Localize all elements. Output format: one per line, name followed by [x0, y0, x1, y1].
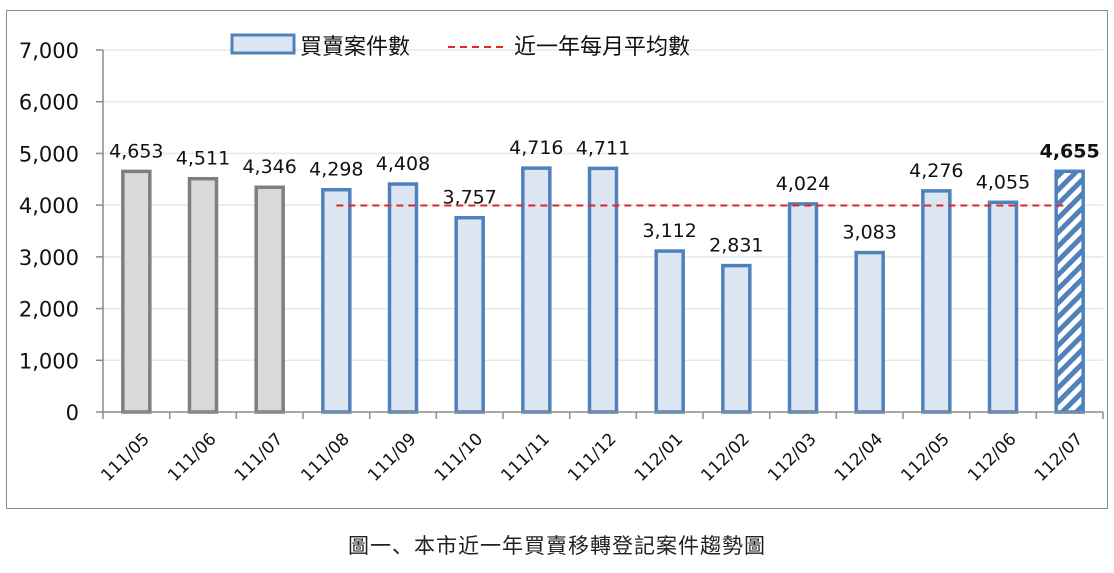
bar-value-label: 4,655 [1040, 140, 1100, 162]
y-tick-label: 0 [66, 401, 79, 425]
legend: 買賣案件數 近一年每月平均數 [230, 33, 690, 60]
x-tick-label: 112/07 [1031, 429, 1087, 485]
x-tick-label: 112/06 [964, 429, 1020, 485]
figure-caption: 圖一、本市近一年買賣移轉登記案件趨勢圖 [348, 534, 766, 558]
bar-value-label: 4,408 [376, 153, 430, 175]
chart-frame [6, 10, 1108, 509]
x-tick-label: 112/02 [697, 429, 753, 485]
x-tick-label: 111/05 [97, 429, 153, 485]
x-tick-label: 111/12 [564, 429, 620, 485]
y-tick-label: 3,000 [19, 246, 79, 270]
x-tick-label: 112/03 [764, 429, 820, 485]
bar-111/05 [121, 169, 152, 414]
bar-value-label: 4,716 [509, 137, 563, 159]
bar-111/06 [187, 176, 219, 414]
bar-chart: 0 1,000 2,000 3,000 4,000 5,000 6,000 7,000 4,6… [19, 33, 1104, 486]
bar-value-label: 4,024 [776, 173, 830, 195]
bar-112/07 [1054, 169, 1085, 414]
bars: 4,653 4,511 4,346 4,298 4,408 3,757 4,716 4,711… [109, 137, 1100, 414]
bar-112/01 [654, 249, 685, 414]
bar-value-label: 3,757 [442, 187, 496, 209]
bar-value-label: 4,276 [909, 160, 963, 182]
x-tick-label: 111/08 [297, 429, 353, 485]
bar-111/07 [254, 185, 285, 414]
y-tick-label: 6,000 [19, 91, 79, 115]
x-tick-label: 111/10 [431, 429, 487, 485]
y-tick-label: 7,000 [19, 39, 79, 63]
y-axis: 0 1,000 2,000 3,000 4,000 5,000 6,000 7,000 [19, 39, 104, 425]
y-tick-label: 2,000 [19, 298, 79, 322]
legend-bar-swatch [230, 33, 296, 55]
x-tick-label: 111/06 [164, 429, 220, 485]
y-tick-label: 1,000 [19, 349, 79, 373]
bar-value-label: 4,055 [976, 171, 1030, 193]
bar-value-label: 4,298 [309, 159, 363, 181]
y-tick-label: 4,000 [19, 194, 79, 218]
x-tick-label: 111/07 [231, 429, 287, 485]
bar-value-label: 4,653 [109, 140, 163, 162]
x-axis: 111/05 111/06 111/07 111/08 111/09 111/10 111/… [97, 411, 1104, 486]
bar-value-label: 4,511 [176, 148, 230, 170]
x-tick-label: 112/01 [631, 429, 687, 485]
bar-value-label: 2,831 [709, 235, 763, 257]
bar-111/10 [454, 215, 485, 414]
bar-112/04 [854, 250, 885, 414]
legend-bar-label: 買賣案件數 [300, 35, 410, 60]
bar-value-label: 4,711 [576, 137, 630, 159]
bar-112/05 [921, 189, 952, 414]
bar-112/02 [721, 263, 752, 414]
bar-111/08 [321, 187, 352, 414]
bar-value-label: 4,346 [242, 156, 296, 178]
bar-value-label: 3,112 [642, 220, 696, 242]
y-tick-label: 5,000 [19, 142, 79, 166]
x-tick-label: 112/04 [831, 429, 887, 485]
bar-111/12 [587, 166, 619, 414]
x-tick-label: 112/05 [897, 429, 953, 485]
bar-112/06 [987, 200, 1019, 414]
x-tick-label: 111/11 [497, 429, 553, 485]
bar-111/09 [387, 182, 419, 414]
legend-line-label: 近一年每月平均數 [514, 35, 690, 60]
bar-112/03 [787, 202, 819, 414]
x-tick-label: 111/09 [364, 429, 420, 485]
bar-value-label: 3,083 [842, 222, 896, 244]
